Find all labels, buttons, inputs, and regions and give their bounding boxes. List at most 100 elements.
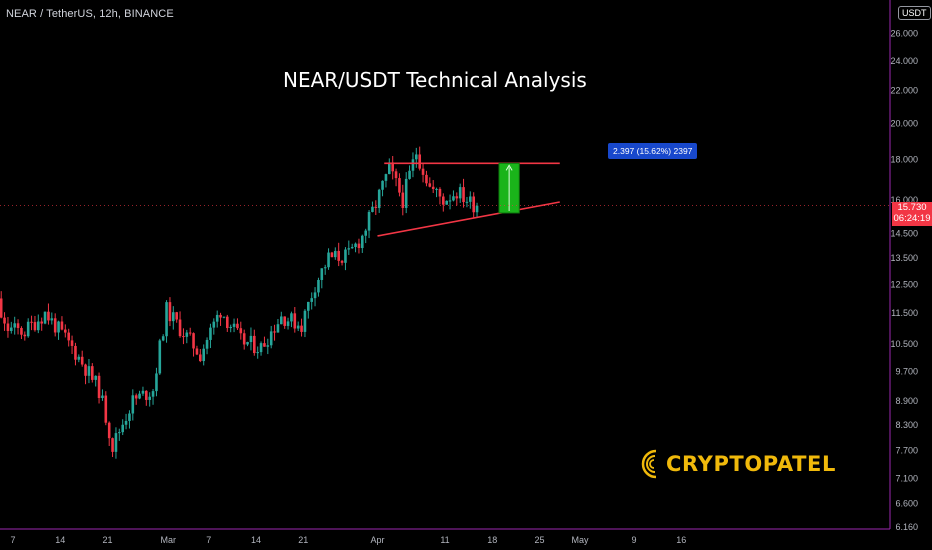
bull-candle xyxy=(371,206,374,212)
bear-candle xyxy=(84,364,87,376)
time-tick-label: Apr xyxy=(370,535,384,545)
bull-candle xyxy=(445,200,448,205)
bear-candle xyxy=(182,336,185,338)
time-tick-label: 11 xyxy=(440,535,449,545)
bear-candle xyxy=(455,196,459,199)
bear-candle xyxy=(226,316,229,329)
bear-candle xyxy=(391,162,394,172)
bear-candle xyxy=(283,316,286,326)
bear-candle xyxy=(394,171,398,179)
bull-candle xyxy=(229,326,232,329)
bear-candle xyxy=(40,321,43,324)
bear-candle xyxy=(199,354,202,362)
bear-candle xyxy=(442,196,445,205)
bull-candle xyxy=(249,335,253,343)
bull-candle xyxy=(448,200,452,202)
last-price-tag: 15.730 06:24:19 xyxy=(892,202,932,226)
time-tick-label: 21 xyxy=(298,535,308,545)
bear-candle xyxy=(300,325,303,332)
price-tick-label: 16.000 xyxy=(890,195,918,205)
bull-candle xyxy=(310,298,313,302)
bull-candle xyxy=(286,321,290,326)
bear-candle xyxy=(6,323,10,331)
bear-candle xyxy=(431,186,435,189)
bear-candle xyxy=(20,327,23,335)
bull-candle xyxy=(124,420,128,425)
bear-candle xyxy=(168,302,172,322)
bull-candle xyxy=(364,230,367,236)
bull-candle xyxy=(141,390,145,394)
price-tick-label: 8.300 xyxy=(895,420,918,430)
bear-candle xyxy=(3,317,6,324)
bull-candle xyxy=(408,170,411,179)
measure-label: 2.397 (15.62%) 2397 xyxy=(608,143,698,159)
symbol-info[interactable]: NEAR / TetherUS, 12h, BINANCE xyxy=(6,8,174,20)
bear-candle xyxy=(175,312,178,320)
price-tick-label: 14.500 xyxy=(890,229,918,239)
bear-candle xyxy=(74,345,77,360)
bull-candle xyxy=(131,395,135,414)
bear-candle xyxy=(195,348,199,355)
bear-candle xyxy=(23,334,27,337)
bull-candle xyxy=(118,432,121,434)
brand-name: CRYPTOPATEL xyxy=(666,452,836,476)
bear-candle xyxy=(421,168,425,175)
time-tick-label: 18 xyxy=(487,535,497,545)
bear-candle xyxy=(178,319,182,337)
bull-candle xyxy=(475,205,479,213)
bull-candle xyxy=(121,424,124,433)
bull-candle xyxy=(202,348,205,362)
price-tick-label: 11.500 xyxy=(891,308,918,318)
bear-candle xyxy=(462,187,465,203)
bull-candle xyxy=(212,321,216,328)
time-tick-label: 9 xyxy=(631,535,636,545)
bull-candle xyxy=(259,343,263,353)
price-tick-label: 6.600 xyxy=(895,498,918,508)
bull-candle xyxy=(256,352,259,354)
candle-countdown: 06:24:19 xyxy=(893,213,931,224)
price-tick-label: 9.700 xyxy=(895,366,918,376)
bear-candle xyxy=(398,178,401,193)
price-tick-label: 6.160 xyxy=(895,522,918,532)
time-axis[interactable]: 7 14 21 Mar 7 14 21 Apr 11 18 25 May 9 16 xyxy=(10,535,686,545)
bear-candle xyxy=(273,331,276,333)
bear-candle xyxy=(53,318,57,333)
bull-candle xyxy=(128,413,131,421)
bull-candle xyxy=(101,395,104,398)
bull-candle xyxy=(334,250,337,258)
brand-logo-icon xyxy=(641,449,657,479)
bear-candle xyxy=(293,313,297,329)
bear-candle xyxy=(330,252,334,258)
bear-candle xyxy=(67,332,70,341)
candles-layer xyxy=(0,146,479,459)
bull-candle xyxy=(313,292,317,299)
bull-candle xyxy=(87,366,91,376)
bull-candle xyxy=(13,323,16,328)
bull-candle xyxy=(232,323,236,327)
bull-candle xyxy=(458,187,462,199)
time-tick-label: 7 xyxy=(10,535,15,545)
bear-candle xyxy=(16,323,20,328)
time-tick-label: 7 xyxy=(206,535,211,545)
bull-candle xyxy=(148,396,151,400)
bear-candle xyxy=(239,328,243,334)
currency-badge[interactable]: USDT xyxy=(898,6,931,20)
last-price-value: 15.730 xyxy=(897,202,927,213)
bull-candle xyxy=(384,174,388,181)
bull-candle xyxy=(138,393,141,399)
bull-candle xyxy=(317,279,320,293)
bear-candle xyxy=(47,311,50,321)
price-axis[interactable]: 26.000 24.000 22.000 20.000 18.000 16.000 14.5… xyxy=(890,28,918,532)
bull-candle xyxy=(269,331,273,346)
bull-candle xyxy=(354,243,357,248)
bear-candle xyxy=(145,390,148,400)
bull-candle xyxy=(94,375,97,380)
bull-candle xyxy=(377,189,381,208)
bull-candle xyxy=(26,321,30,337)
bull-candle xyxy=(77,356,81,360)
bear-candle xyxy=(107,422,111,439)
bull-candle xyxy=(246,342,249,345)
drawings-layer xyxy=(0,162,890,237)
bull-candle xyxy=(388,162,391,175)
